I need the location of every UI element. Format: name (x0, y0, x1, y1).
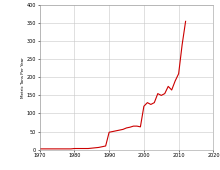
Y-axis label: Metric Tons Per Year: Metric Tons Per Year (21, 57, 25, 98)
